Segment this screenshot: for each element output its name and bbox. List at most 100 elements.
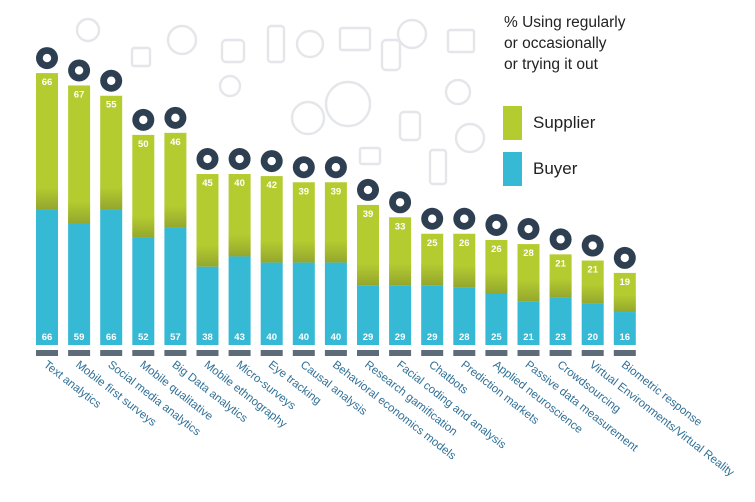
- legend-label-buyer: Buyer: [533, 159, 578, 178]
- bar-supplier-shade: [260, 240, 283, 263]
- bar-supplier-shade: [485, 271, 508, 294]
- bar-buyer: [228, 256, 251, 345]
- legend-swatch-supplier: [503, 106, 522, 140]
- bar-supplier: [68, 85, 91, 224]
- bar-buyer: [100, 209, 123, 345]
- value-label-supplier: 45: [202, 178, 213, 189]
- legend-swatch-buyer: [503, 152, 522, 186]
- bar-supplier-shade: [389, 263, 412, 286]
- value-label-supplier: 40: [234, 178, 245, 189]
- bar-base-tab: [421, 350, 444, 356]
- face-icon: [389, 191, 412, 214]
- bar-buyer: [196, 266, 219, 345]
- value-label-buyer: 52: [138, 332, 149, 343]
- bar-supplier-shade: [357, 263, 379, 286]
- bar-supplier: [196, 174, 219, 267]
- bar-buyer: [292, 262, 315, 345]
- bar-base-tab: [517, 350, 540, 356]
- legend-label-supplier: Supplier: [533, 113, 596, 132]
- network-cluster-icon: [164, 106, 187, 129]
- text-bubble-icon: [36, 47, 58, 70]
- bar-supplier: [132, 134, 155, 238]
- bar-supplier: [100, 95, 123, 210]
- location-pin-icon: [196, 148, 219, 171]
- value-label-supplier: 50: [138, 139, 149, 150]
- checkbox-icon: [228, 148, 251, 171]
- bar-supplier-shade: [196, 244, 219, 267]
- pie-chart-icon: [517, 218, 540, 241]
- value-label-supplier: 55: [106, 100, 117, 111]
- value-label-buyer: 40: [331, 332, 342, 343]
- value-label-buyer: 66: [42, 332, 53, 343]
- gauge-icon: [453, 207, 476, 230]
- bar-base-tab: [453, 350, 476, 356]
- value-label-buyer: 21: [523, 332, 534, 343]
- bar-supplier: [164, 132, 187, 228]
- bar-base-tab: [164, 350, 187, 356]
- value-label-buyer: 66: [106, 332, 117, 343]
- bar-supplier-shade: [421, 263, 444, 286]
- bar-buyer: [453, 287, 476, 345]
- bar-supplier-shade: [292, 240, 315, 263]
- bar-buyer: [517, 301, 540, 345]
- value-label-buyer: 23: [555, 332, 566, 343]
- bar-supplier-shade: [164, 205, 187, 228]
- value-label-buyer: 59: [74, 332, 85, 343]
- bar-supplier-shade: [132, 215, 155, 238]
- heart-pulse-icon: [613, 246, 636, 269]
- value-label-supplier: 26: [459, 238, 470, 249]
- value-label-supplier: 66: [42, 77, 53, 88]
- legend-item-supplier: Supplier: [503, 106, 595, 140]
- value-label-supplier: 46: [170, 137, 181, 148]
- value-label-supplier: 39: [331, 186, 342, 197]
- robot-icon: [421, 207, 444, 230]
- value-label-buyer: 16: [620, 332, 631, 343]
- bar-buyer: [68, 223, 91, 345]
- bar-buyer: [357, 285, 379, 345]
- brain-gear-icon: [485, 213, 508, 236]
- value-label-buyer: 29: [363, 332, 374, 343]
- bar-buyer: [389, 285, 412, 345]
- eye-icon: [260, 150, 283, 173]
- bar-supplier-shade: [613, 294, 636, 313]
- value-label-buyer: 43: [234, 332, 245, 343]
- value-label-buyer: 29: [427, 332, 438, 343]
- legend-title: % Using regularly or occasionally or try…: [504, 12, 744, 75]
- bar-base-tab: [389, 350, 412, 356]
- value-label-buyer: 38: [202, 332, 213, 343]
- bar-buyer: [485, 293, 508, 345]
- bar-base-tab: [68, 350, 91, 356]
- bar-supplier-shade: [100, 187, 123, 210]
- category-label: Text analytics: [41, 359, 103, 411]
- dice-icon: [357, 178, 379, 201]
- bar-base-tab: [132, 350, 155, 356]
- bar-buyer: [324, 262, 347, 345]
- bar-base-tab: [260, 350, 283, 356]
- bar-supplier-shade: [228, 234, 251, 257]
- value-label-supplier: 39: [363, 209, 374, 220]
- bar-supplier-shade: [36, 187, 58, 210]
- bar-buyer: [164, 227, 187, 345]
- bar-supplier-shade: [581, 284, 604, 304]
- value-label-buyer: 40: [299, 332, 310, 343]
- value-label-buyer: 20: [587, 332, 598, 343]
- category-label: Virtual Environments/Virtual Reality: [587, 359, 736, 479]
- value-label-buyer: 57: [170, 332, 181, 343]
- value-label-buyer: 25: [491, 332, 502, 343]
- bar-buyer: [132, 237, 155, 345]
- bar-buyer: [581, 303, 604, 345]
- smartphone-icon: [68, 59, 91, 82]
- people-group-icon: [549, 228, 572, 251]
- vr-headset-icon: [581, 234, 604, 257]
- value-label-buyer: 28: [459, 332, 470, 343]
- bar-base-tab: [36, 350, 58, 356]
- bar-base-tab: [228, 350, 251, 356]
- bar-buyer: [613, 312, 636, 345]
- bar-supplier-shade: [68, 201, 91, 224]
- bar-supplier-shade: [549, 278, 572, 298]
- value-label-supplier: 67: [74, 89, 85, 100]
- value-label-supplier: 21: [555, 258, 566, 269]
- value-label-buyer: 29: [395, 332, 406, 343]
